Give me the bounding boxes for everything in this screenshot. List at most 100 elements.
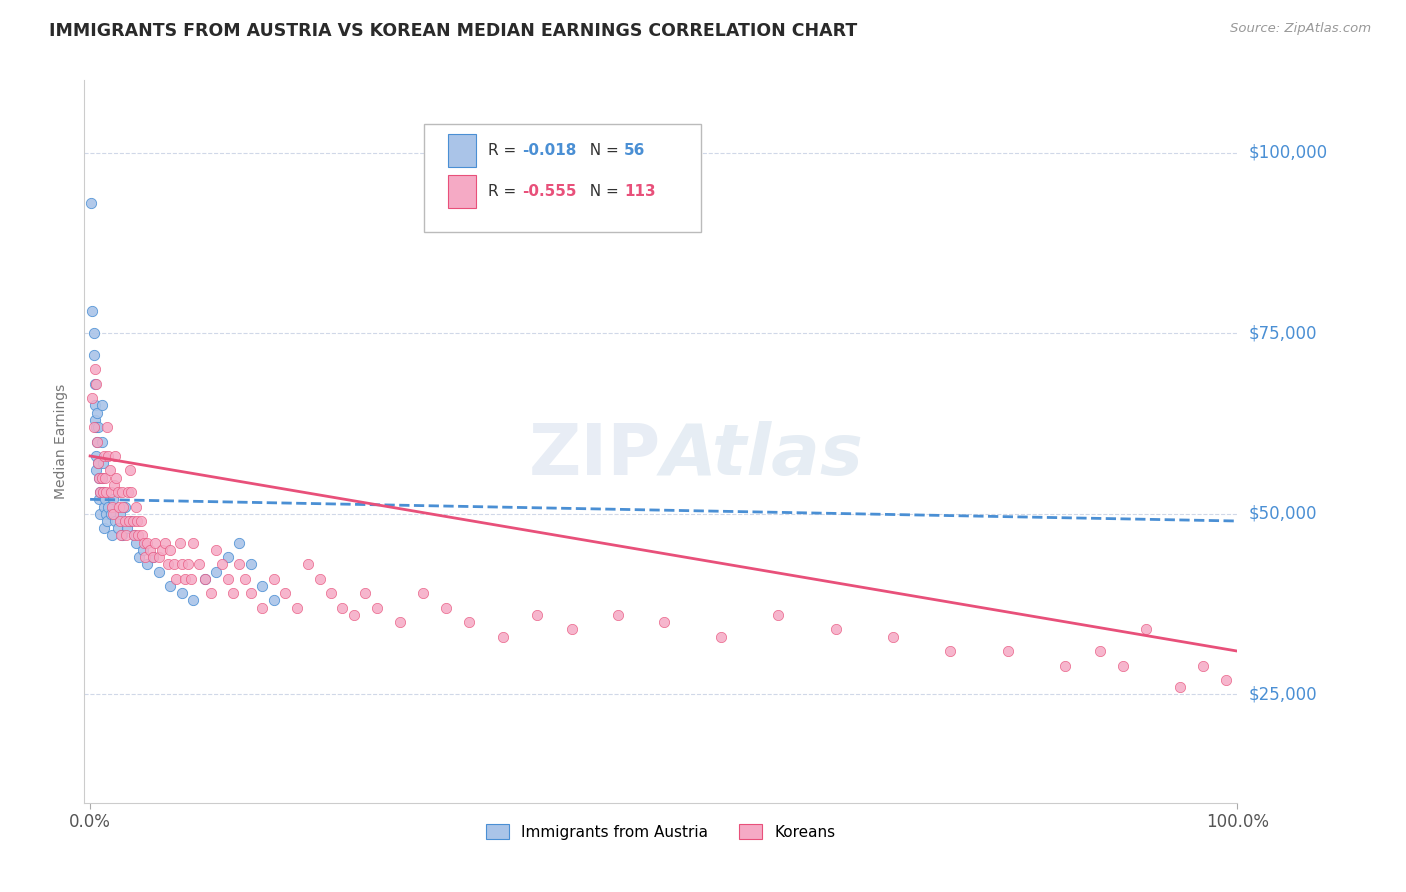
Point — [211, 558, 233, 572]
Text: Atlas: Atlas — [661, 422, 863, 491]
Point — [148, 550, 170, 565]
Point — [114, 528, 136, 542]
Text: $75,000: $75,000 — [1249, 324, 1317, 343]
Point — [354, 586, 377, 600]
Point — [89, 485, 111, 500]
Point — [101, 507, 124, 521]
Point — [388, 615, 411, 630]
Point — [115, 521, 138, 535]
Point — [174, 572, 197, 586]
Point — [97, 449, 120, 463]
Point — [83, 413, 105, 427]
Point — [83, 348, 105, 362]
Point — [882, 630, 904, 644]
Point — [87, 420, 110, 434]
Point — [128, 550, 150, 565]
Point — [83, 420, 105, 434]
Point — [194, 572, 217, 586]
Point — [131, 528, 153, 542]
Point — [153, 535, 176, 549]
FancyBboxPatch shape — [447, 176, 477, 208]
Point — [101, 500, 124, 514]
Text: $25,000: $25,000 — [1249, 685, 1317, 704]
Point — [93, 449, 115, 463]
Point — [83, 376, 105, 391]
Point — [170, 558, 193, 572]
Point — [457, 615, 479, 630]
Point — [96, 507, 118, 521]
FancyBboxPatch shape — [425, 124, 702, 232]
Point — [107, 500, 129, 514]
Text: $50,000: $50,000 — [1249, 505, 1317, 523]
Point — [89, 485, 111, 500]
Point — [114, 514, 136, 528]
Point — [89, 507, 111, 521]
Point — [159, 542, 181, 557]
Point — [107, 521, 129, 535]
Point — [105, 470, 128, 484]
Point — [239, 558, 262, 572]
Point — [176, 558, 198, 572]
Point — [297, 558, 319, 572]
Point — [132, 542, 155, 557]
Point — [217, 550, 239, 565]
Text: -0.018: -0.018 — [523, 143, 576, 158]
Point — [120, 485, 142, 500]
Point — [1088, 644, 1111, 658]
Point — [96, 514, 118, 528]
Point — [93, 500, 115, 514]
Point — [492, 630, 515, 644]
Point — [134, 550, 156, 565]
Point — [145, 535, 167, 549]
Point — [125, 535, 148, 549]
Point — [194, 572, 217, 586]
Point — [148, 565, 170, 579]
Point — [250, 600, 273, 615]
Point — [122, 528, 145, 542]
Text: Source: ZipAtlas.com: Source: ZipAtlas.com — [1230, 22, 1371, 36]
Text: R =: R = — [488, 184, 522, 199]
Point — [228, 535, 250, 549]
Point — [169, 535, 191, 549]
Point — [366, 600, 388, 615]
Point — [180, 572, 202, 586]
Point — [90, 470, 112, 484]
Point — [114, 500, 136, 514]
Point — [412, 586, 434, 600]
Point — [86, 434, 108, 449]
Point — [183, 535, 205, 549]
Point — [89, 470, 111, 484]
Point — [96, 485, 118, 500]
Point — [110, 528, 132, 542]
Point — [94, 470, 117, 484]
Point — [111, 485, 134, 500]
Point — [107, 485, 129, 500]
Text: 56: 56 — [624, 143, 645, 158]
Point — [263, 572, 285, 586]
Point — [87, 456, 110, 470]
Point — [100, 507, 122, 521]
Point — [285, 600, 308, 615]
Point — [561, 623, 583, 637]
Point — [188, 558, 211, 572]
Point — [205, 542, 228, 557]
Point — [91, 485, 114, 500]
Point — [200, 586, 222, 600]
Point — [108, 514, 131, 528]
Text: IMMIGRANTS FROM AUSTRIA VS KOREAN MEDIAN EARNINGS CORRELATION CHART: IMMIGRANTS FROM AUSTRIA VS KOREAN MEDIAN… — [49, 22, 858, 40]
Point — [120, 514, 142, 528]
Point — [84, 376, 107, 391]
Point — [104, 449, 127, 463]
Point — [233, 572, 256, 586]
Point — [121, 514, 143, 528]
Point — [101, 528, 124, 542]
Point — [86, 406, 108, 420]
Point — [222, 586, 245, 600]
Point — [228, 558, 250, 572]
Point — [824, 623, 846, 637]
Point — [89, 470, 111, 484]
Point — [93, 521, 115, 535]
Point — [127, 528, 149, 542]
Point — [91, 456, 114, 470]
Point — [90, 434, 112, 449]
